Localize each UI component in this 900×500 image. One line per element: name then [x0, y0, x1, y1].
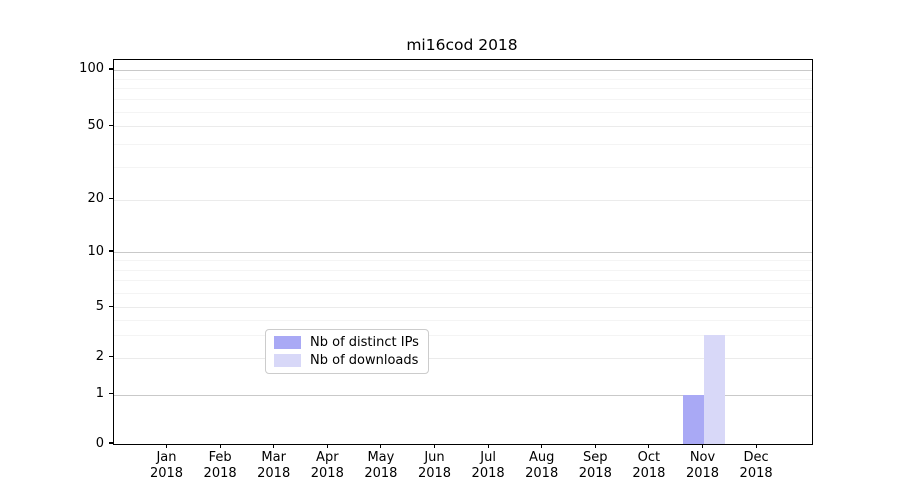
- chart-title: mi16cod 2018: [406, 36, 518, 54]
- tick-gridline: [114, 358, 812, 359]
- x-tick-label: May 2018: [364, 450, 398, 482]
- legend-label: Nb of downloads: [310, 353, 419, 368]
- minor-gridline: [114, 280, 812, 282]
- x-tick-label: Dec 2018: [739, 450, 773, 482]
- legend-swatch: [274, 336, 301, 349]
- x-tick-label: Oct 2018: [632, 450, 666, 482]
- legend-swatch: [274, 354, 301, 367]
- bar-downloads: [703, 335, 725, 444]
- y-tick-mark: [109, 124, 113, 127]
- legend: Nb of distinct IPs Nb of downloads: [265, 329, 429, 374]
- x-tick-mark: [541, 444, 543, 448]
- y-tick-label: 5: [95, 298, 104, 314]
- x-tick-mark: [594, 444, 596, 448]
- y-tick-label: 20: [87, 191, 104, 207]
- tick-gridline: [114, 200, 812, 201]
- x-tick-mark: [701, 444, 704, 448]
- y-tick-label: 0: [95, 435, 104, 451]
- minor-gridline: [114, 144, 812, 146]
- x-tick-mark: [380, 444, 382, 448]
- x-tick-label: Apr 2018: [310, 450, 344, 482]
- y-tick-mark: [109, 198, 113, 200]
- x-tick-mark: [326, 444, 328, 448]
- minor-gridline: [114, 269, 812, 271]
- tick-gridline: [114, 307, 812, 308]
- x-tick-label: Sep 2018: [578, 450, 612, 482]
- y-tick-mark: [109, 68, 113, 70]
- minor-gridline: [114, 111, 812, 113]
- legend-item: Nb of distinct IPs: [274, 335, 419, 350]
- minor-gridline: [114, 335, 812, 337]
- x-tick-label: Nov 2018: [685, 450, 720, 482]
- y-tick-label: 2: [95, 349, 104, 365]
- y-tick-label: 100: [79, 61, 104, 77]
- x-tick-mark: [648, 444, 650, 448]
- minor-gridline: [114, 99, 812, 101]
- x-tick-label: Mar 2018: [257, 450, 291, 482]
- x-tick-mark: [273, 444, 275, 448]
- y-tick-label: 50: [87, 117, 104, 133]
- x-tick-label: Jan 2018: [149, 450, 184, 482]
- legend-item: Nb of downloads: [274, 353, 419, 368]
- bar-distinct-ips: [682, 395, 704, 444]
- x-tick-mark: [487, 444, 489, 448]
- tick-gridline: [114, 126, 812, 127]
- y-tick-label: 1: [95, 386, 104, 402]
- x-tick-label: Feb 2018: [203, 450, 237, 482]
- major-gridline: [114, 70, 812, 71]
- major-gridline: [114, 252, 812, 253]
- minor-gridline: [114, 167, 812, 169]
- minor-gridline: [114, 88, 812, 90]
- x-tick-label: Jul 2018: [471, 450, 505, 482]
- y-tick-mark: [109, 250, 113, 252]
- x-tick-mark: [219, 444, 221, 448]
- x-tick-mark: [433, 444, 436, 448]
- x-tick-label: Jun 2018: [417, 450, 452, 482]
- minor-gridline: [114, 292, 812, 294]
- plot-area: [113, 59, 813, 445]
- minor-gridline: [114, 260, 812, 262]
- y-tick-label: 10: [87, 243, 104, 259]
- y-tick-mark: [109, 356, 113, 358]
- minor-gridline: [114, 319, 812, 321]
- y-tick-mark: [109, 305, 113, 307]
- y-tick-mark: [109, 393, 113, 395]
- minor-gridline: [114, 78, 812, 80]
- legend-label: Nb of distinct IPs: [310, 335, 419, 350]
- x-tick-mark: [755, 444, 757, 448]
- y-tick-mark: [109, 442, 113, 444]
- x-tick-label: Aug 2018: [525, 450, 559, 482]
- x-tick-mark: [165, 444, 168, 448]
- major-gridline: [114, 395, 812, 396]
